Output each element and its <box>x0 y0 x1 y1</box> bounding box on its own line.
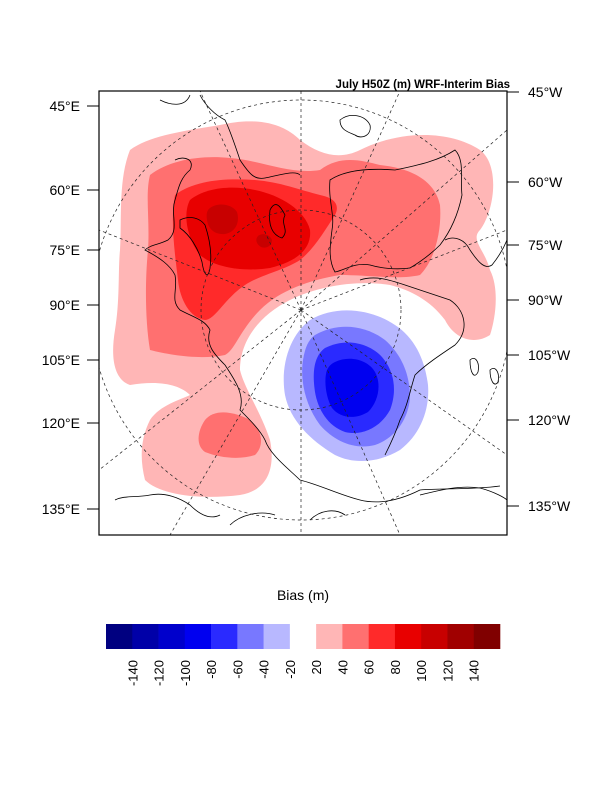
colorbar <box>106 624 501 649</box>
coastline <box>329 149 463 273</box>
parallel-line <box>200 209 402 411</box>
left-axis-label: 120°E <box>42 415 80 431</box>
coastline <box>359 277 465 456</box>
right-axis-label: 60°W <box>528 174 563 190</box>
colorbar-box <box>421 624 448 649</box>
map-frame <box>98 90 508 536</box>
meridian-line <box>300 229 507 311</box>
colorbar-tick-label: 60 <box>362 660 377 674</box>
right-axis-label: 75°W <box>528 237 563 253</box>
map-area <box>99 91 507 535</box>
colorbar-tick-label: -100 <box>178 660 193 686</box>
right-axis-label: 105°W <box>528 347 571 363</box>
colorbar-box <box>447 624 475 649</box>
colorbar-tick-label: -120 <box>152 660 167 686</box>
colorbar-box <box>106 624 133 649</box>
right-axis-label: 120°W <box>528 412 571 428</box>
colorbar-tick-label: 20 <box>309 660 324 674</box>
chart-title: July H50Z (m) WRF-Interim Bias <box>336 79 510 91</box>
left-axis-label: 75°E <box>49 242 80 258</box>
colorbar-tick-label: 80 <box>388 660 403 674</box>
coastline <box>444 237 507 267</box>
coastline <box>114 486 507 526</box>
colorbar-box <box>316 624 343 649</box>
colorbar-tick-label: -20 <box>283 660 298 679</box>
colorbar-box <box>184 624 212 649</box>
colorbar-box <box>263 624 291 649</box>
meridian-line <box>99 229 302 311</box>
left-axis-label: 45°E <box>49 98 80 114</box>
colorbar-tick-label: -40 <box>257 660 272 679</box>
colorbar-box <box>158 624 186 649</box>
meridian-line <box>199 91 302 311</box>
colorbar-tick-label: -80 <box>204 660 219 679</box>
right-axis-label: 135°W <box>528 498 571 514</box>
contour-100-120 <box>206 204 272 248</box>
colorbar-box <box>289 624 317 649</box>
colorbar-label: Bias (m) <box>277 587 329 603</box>
colorbar-box <box>394 624 422 649</box>
colorbar-box <box>473 624 501 649</box>
colorbar-tick-label: -140 <box>125 660 140 686</box>
graticule <box>99 91 507 535</box>
left-axis-label: 60°E <box>49 182 80 198</box>
left-axis-label: 105°E <box>42 352 80 368</box>
coastline <box>144 157 501 503</box>
contour-fill <box>256 234 272 248</box>
left-axis-label: 90°E <box>49 297 80 313</box>
coastline <box>269 204 286 239</box>
colorbar-tick-label: 40 <box>335 660 350 674</box>
contour-fill <box>325 358 379 417</box>
coastline <box>339 115 371 138</box>
contour-neg-80-100 <box>325 358 379 417</box>
meridian-line <box>169 309 302 535</box>
right-axis-label: 90°W <box>528 292 563 308</box>
colorbar-box <box>342 624 369 649</box>
colorbar-tick-label: 100 <box>414 660 429 682</box>
meridian-line <box>300 91 401 311</box>
meridian-line <box>300 309 401 535</box>
left-axis: 45°E 60°E 75°E 90°E 105°E 120°E 135°E <box>42 98 99 517</box>
colorbar-tick-labels: -140 -120 -100 -80 -60 -40 -20 20 40 60 80 100 120 14… <box>125 660 481 686</box>
coastline <box>159 94 301 179</box>
contour-fill <box>206 204 238 235</box>
colorbar-tick-label: 120 <box>440 660 455 682</box>
contour-fill <box>198 412 262 458</box>
colorbar-box <box>368 624 396 649</box>
right-axis: 45°W 60°W 75°W 90°W 105°W 120°W 135°W <box>507 84 571 514</box>
right-axis-label: 45°W <box>528 84 563 100</box>
colorbar-tick-label: -60 <box>230 660 245 679</box>
left-axis-label: 135°E <box>42 501 80 517</box>
colorbar-box <box>211 624 238 649</box>
colorbar-box <box>237 624 264 649</box>
colorbar-tick-label: 140 <box>467 660 482 682</box>
meridian-line <box>99 309 302 471</box>
colorbar-box <box>132 624 159 649</box>
